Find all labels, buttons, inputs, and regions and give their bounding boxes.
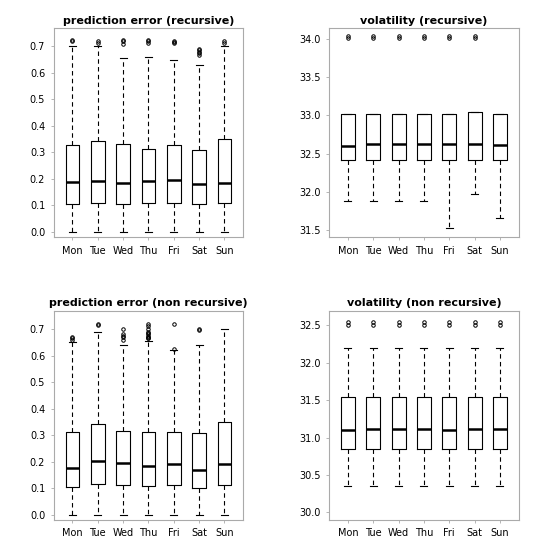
Title: volatility (non recursive): volatility (non recursive)	[347, 299, 501, 309]
Title: prediction error (non recursive): prediction error (non recursive)	[49, 299, 248, 309]
Title: prediction error (recursive): prediction error (recursive)	[63, 16, 234, 26]
Title: volatility (recursive): volatility (recursive)	[360, 16, 487, 26]
